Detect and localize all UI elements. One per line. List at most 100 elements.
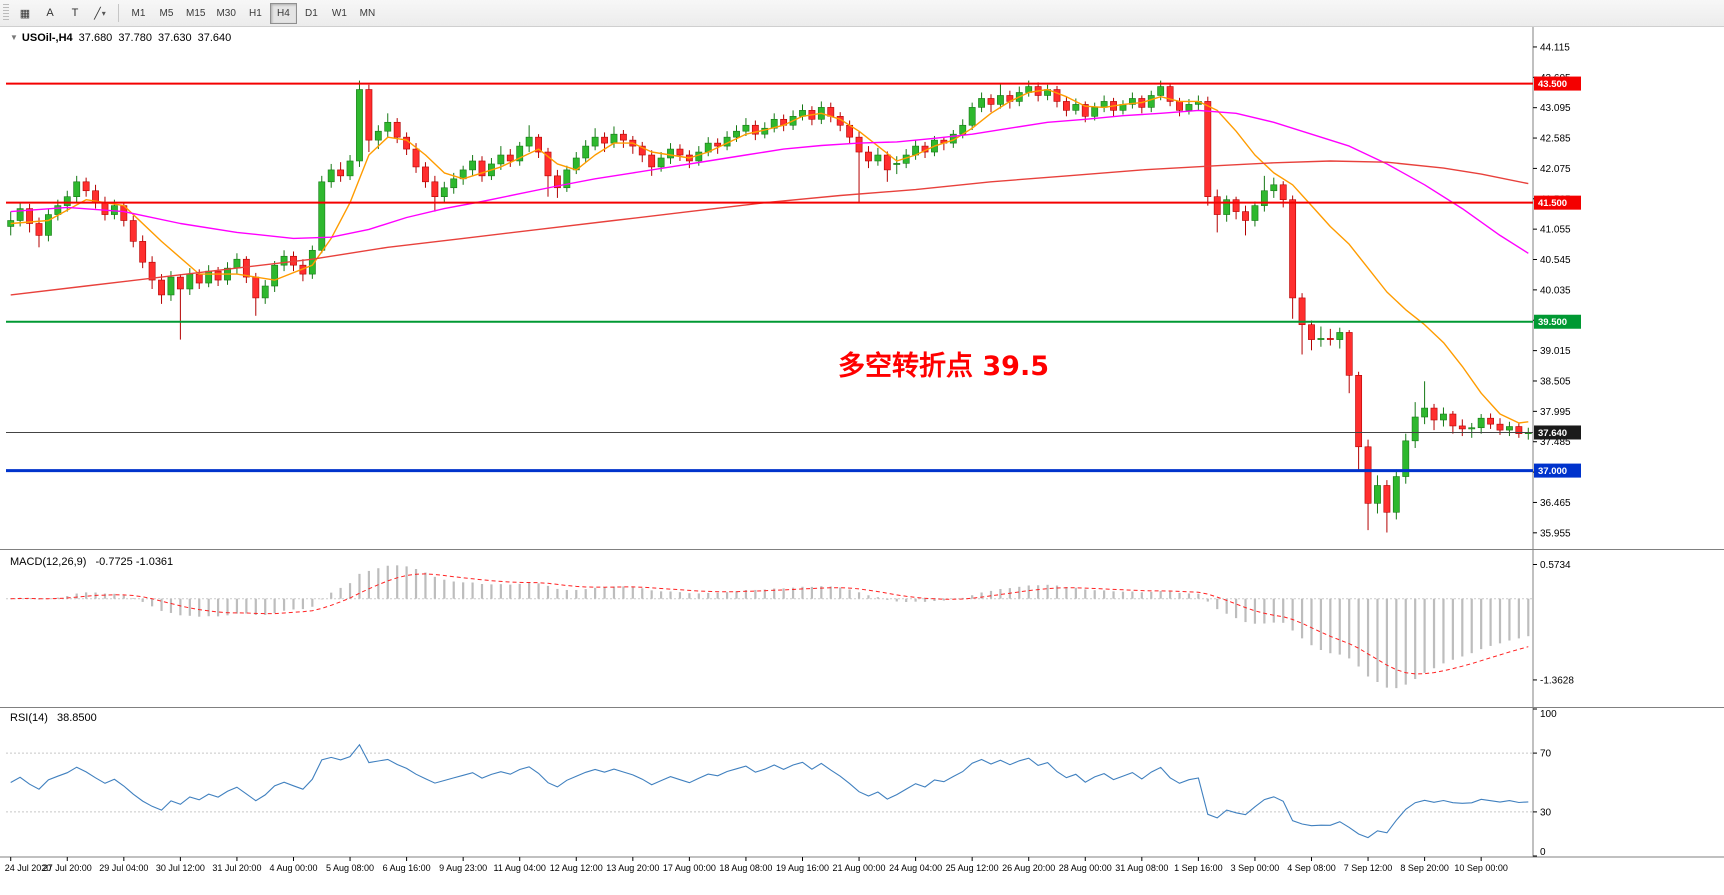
svg-text:18 Aug 08:00: 18 Aug 08:00 [719,863,772,873]
line-studies-icon: ╱ [94,7,101,20]
text-t-icon: T [71,7,79,19]
rsi-value: 38.8500 [56,712,97,724]
candles-layer [7,80,1532,533]
svg-text:35.955: 35.955 [1540,528,1571,539]
svg-text:3 Sep 00:00: 3 Sep 00:00 [1231,863,1280,873]
macd-header: MACD(12,26,9) -0.7725 -1.0361 [10,556,173,568]
svg-text:40.035: 40.035 [1540,285,1571,296]
dropdown-caret-icon: ▾ [101,8,106,18]
svg-text:70: 70 [1540,749,1552,760]
timeframe-button-m30[interactable]: M30 [211,3,240,24]
svg-text:40.545: 40.545 [1540,255,1571,266]
svg-text:8 Sep 20:00: 8 Sep 20:00 [1400,863,1449,873]
timeframe-button-mn[interactable]: MN [354,3,381,24]
svg-text:28 Aug 00:00: 28 Aug 00:00 [1059,863,1112,873]
price-tag [1534,463,1581,478]
svg-text:100: 100 [1540,709,1557,720]
charts-grid-button[interactable]: ▦ [13,3,37,24]
svg-text:24 Aug 04:00: 24 Aug 04:00 [889,863,942,873]
price-tag [1534,425,1581,440]
bar-close-value: 37.640 [197,32,232,44]
ma-slow-red [10,160,1529,296]
annotate-a-button[interactable]: A [38,3,62,24]
annotate-a-icon: A [46,7,54,19]
svg-text:38.505: 38.505 [1540,376,1571,387]
bar-low-value: 37.630 [157,32,192,44]
svg-text:17 Aug 00:00: 17 Aug 00:00 [663,863,716,873]
bar-high-value: 37.780 [118,32,152,44]
svg-text:21 Aug 00:00: 21 Aug 00:00 [833,863,886,873]
rsi-header: RSI(14) 38.8500 [10,712,97,724]
timeframe-button-h4[interactable]: H4 [269,2,297,24]
svg-text:26 Aug 20:00: 26 Aug 20:00 [1002,863,1055,873]
svg-text:9 Aug 23:00: 9 Aug 23:00 [439,863,487,873]
svg-text:12 Aug 12:00: 12 Aug 12:00 [550,863,603,873]
macd-signal-line [10,573,1529,675]
svg-text:44.115: 44.115 [1540,42,1570,53]
svg-text:31 Aug 08:00: 31 Aug 08:00 [1115,863,1168,873]
svg-text:30: 30 [1540,807,1552,818]
ma-medium-magenta [10,109,1529,254]
rsi-line [10,743,1529,839]
svg-text:42.075: 42.075 [1540,164,1571,175]
svg-text:36.465: 36.465 [1540,498,1571,509]
macd-histogram [19,565,1530,689]
svg-text:39.500: 39.500 [1538,317,1567,328]
svg-text:43.500: 43.500 [1538,79,1567,90]
svg-text:19 Aug 16:00: 19 Aug 16:00 [776,863,829,873]
timeframe-button-m1[interactable]: M1 [125,3,152,24]
price-tag [1534,195,1581,210]
svg-text:37.640: 37.640 [1538,428,1567,439]
price-tag [1534,76,1581,91]
svg-text:5 Aug 08:00: 5 Aug 08:00 [326,863,374,873]
svg-text:4 Aug 00:00: 4 Aug 00:00 [269,863,317,873]
timeframe-button-h1[interactable]: H1 [242,3,269,24]
text-t-button[interactable]: T [63,3,87,24]
bar-open-value: 37.680 [78,32,113,44]
macd-title: MACD(12,26,9) [10,556,87,568]
svg-text:41.055: 41.055 [1540,225,1571,236]
svg-text:30 Jul 12:00: 30 Jul 12:00 [156,863,205,873]
timeframe-group: M1 M5 M15 M30 H1 H4 D1 W1 MN [125,2,381,24]
price-tag [1534,314,1581,329]
timeframe-button-m5[interactable]: M5 [153,3,180,24]
svg-text:1 Sep 16:00: 1 Sep 16:00 [1174,863,1223,873]
svg-text:10 Sep 00:00: 10 Sep 00:00 [1454,863,1508,873]
toolbar: ▦ A T ╱ ▾ M1 M5 M15 M30 H1 H4 D1 W1 MN [0,0,1724,27]
symbol-timeframe-label: USOil-,H4 [21,32,73,44]
timeframe-button-w1[interactable]: W1 [326,3,353,24]
line-studies-button[interactable]: ╱ ▾ [88,3,112,24]
svg-text:6 Aug 16:00: 6 Aug 16:00 [383,863,431,873]
svg-text:4 Sep 08:00: 4 Sep 08:00 [1287,863,1336,873]
charts-grid-icon: ▦ [19,7,31,20]
svg-text:25 Aug 12:00: 25 Aug 12:00 [946,863,999,873]
svg-text:13 Aug 20:00: 13 Aug 20:00 [606,863,659,873]
svg-text:39.015: 39.015 [1540,346,1571,357]
svg-text:37.000: 37.000 [1538,466,1567,477]
svg-text:11 Aug 04:00: 11 Aug 04:00 [494,863,546,873]
toolbar-drag-handle[interactable] [3,4,9,22]
svg-text:-1.3628: -1.3628 [1540,675,1574,686]
chart-canvas: 44.11543.60543.09542.58542.07541.56541.0… [0,27,1724,873]
timeframe-button-d1[interactable]: D1 [298,3,325,24]
svg-text:0.5734: 0.5734 [1540,560,1571,571]
svg-text:24 Jul 2020: 24 Jul 2020 [5,863,52,873]
svg-text:37.995: 37.995 [1540,407,1571,418]
rsi-title: RSI(14) [10,712,48,724]
macd-signal-value: -1.0361 [135,556,174,568]
svg-text:42.585: 42.585 [1540,134,1571,145]
svg-text:43.095: 43.095 [1540,103,1571,114]
collapse-arrow-icon[interactable]: ▼ [10,33,18,42]
svg-text:31 Jul 20:00: 31 Jul 20:00 [212,863,261,873]
svg-text:27 Jul 20:00: 27 Jul 20:00 [43,863,92,873]
svg-text:41.500: 41.500 [1538,198,1567,209]
turning-point-annotation[interactable]: 多空转折点 39.5 [838,351,1050,382]
tool-button-group: ▦ A T ╱ ▾ [13,3,112,24]
svg-text:7 Sep 12:00: 7 Sep 12:00 [1344,863,1393,873]
svg-text:37.485: 37.485 [1540,437,1571,448]
macd-main-value: -0.7725 [95,556,133,568]
timeframe-button-m15[interactable]: M15 [181,3,210,24]
ma-fast-orange [10,88,1529,424]
svg-text:0: 0 [1540,847,1546,858]
